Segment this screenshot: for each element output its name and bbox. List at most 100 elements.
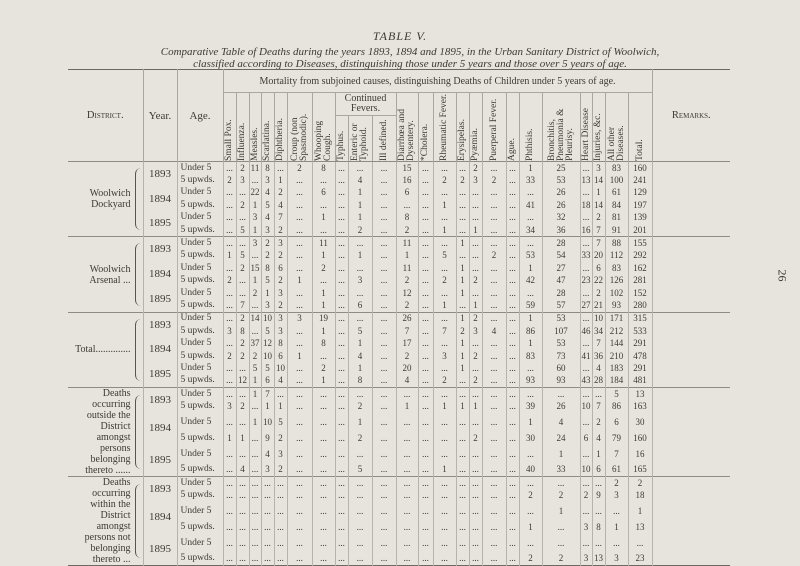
cell-cholera: ... xyxy=(417,262,433,275)
cell-influenza: 2 xyxy=(235,199,249,212)
cell-diphtheria: 5 xyxy=(273,412,287,433)
district-name: Woolwich Arsenal ... xyxy=(89,263,131,286)
cell-puerperal-fever: ... xyxy=(481,476,506,490)
cell-small-pox: ... xyxy=(222,262,236,275)
cell-measles: 3 xyxy=(248,211,261,224)
cell-croup: ... xyxy=(286,286,312,300)
cell-small-pox: 1 xyxy=(222,249,236,263)
cell-scarlatina: 3 xyxy=(260,299,274,313)
cell-scarlatina: 3 xyxy=(260,223,274,237)
age-cell: Under 5 xyxy=(176,262,223,275)
cell-puerperal-fever: ... xyxy=(481,262,506,275)
cell-rheumatic-fever: 7 xyxy=(432,325,456,338)
cell-puerperal-fever: ... xyxy=(481,501,506,522)
cell-pyaemia: ... xyxy=(468,211,482,224)
cell-croup: 3 xyxy=(286,311,312,326)
cell-measles: ... xyxy=(248,432,261,445)
cell-bronchitis: 53 xyxy=(541,337,580,350)
cell-whooping-cough: ... xyxy=(311,349,335,363)
cell-diarrhoea: 20 xyxy=(395,362,418,375)
cell-ague: ... xyxy=(505,211,519,224)
header-puerperal-fever: Puerperal Fever. xyxy=(481,92,506,162)
cell-bronchitis: 32 xyxy=(541,211,580,224)
age-cell: Under 5 xyxy=(176,387,223,401)
cell-heart-disease: 3 xyxy=(579,521,592,534)
cell-puerperal-fever: ... xyxy=(481,274,506,287)
age-cell: Under 5 xyxy=(176,444,223,464)
cell-whooping-cough: ... xyxy=(311,223,335,237)
district-name: Deaths occurring within the District amo… xyxy=(84,477,131,566)
cell-heart-disease: 6 xyxy=(579,432,592,445)
year-cell: 1895 xyxy=(142,211,177,237)
cell-pyaemia: ... xyxy=(468,362,482,375)
cell-cholera: ... xyxy=(417,349,433,363)
header-continued-fevers: Continued Fevers. xyxy=(334,92,396,116)
table-row: Total.............. 1893 Under 5... 2 14 10 3 3… xyxy=(68,311,730,388)
cell-erysipelas: ... xyxy=(455,444,469,464)
cell-bronchitis: 47 xyxy=(541,274,580,287)
cell-enteric: 6 xyxy=(347,299,372,313)
table-row: 5 upwds.... 7... 3 2... 1... 6... 2... 1... 1...… xyxy=(68,299,730,313)
cell-ague: ... xyxy=(505,521,519,534)
cell-heart-disease: ... xyxy=(579,362,592,375)
cell-rheumatic-fever: 3 xyxy=(432,349,456,363)
cell-erysipelas: ... xyxy=(455,186,469,200)
age-cell: Under 5 xyxy=(176,311,223,326)
cell-diarrhoea: 15 xyxy=(395,161,418,175)
cell-ague: ... xyxy=(505,186,519,200)
table-row: 5 upwds. 1 1... 9 2......... 2...............… xyxy=(68,432,730,445)
cell-injuries: 7 xyxy=(591,236,605,250)
cell-whooping-cough: 1 xyxy=(311,299,335,313)
cell-diarrhoea: 11 xyxy=(395,236,418,250)
cell-diphtheria: 2 xyxy=(273,186,287,200)
cell-bronchitis: 4 xyxy=(541,412,580,433)
age-cell: Under 5 xyxy=(176,211,223,224)
cell-all-other: ... xyxy=(604,533,628,553)
cell-small-pox: ... xyxy=(222,463,236,477)
cell-enteric: ... xyxy=(347,476,372,490)
cell-phthisis: 1 xyxy=(518,337,542,350)
cell-total: ... xyxy=(627,533,652,553)
cell-enteric: 1 xyxy=(347,362,372,375)
cell-total: 16 xyxy=(627,444,652,464)
header-heart-disease: Heart Disease xyxy=(579,92,592,162)
cell-heart-disease: 23 xyxy=(579,274,592,287)
cell-puerperal-fever: ... xyxy=(481,387,506,401)
cell-bronchitis: 26 xyxy=(541,186,580,200)
cell-rheumatic-fever: ... xyxy=(432,311,456,326)
cell-influenza: ... xyxy=(235,476,249,490)
cell-diphtheria: 3 xyxy=(273,311,287,326)
cell-influenza: ... xyxy=(235,362,249,375)
cell-bronchitis: ... xyxy=(541,521,580,534)
cell-bronchitis: 107 xyxy=(541,325,580,338)
header-croup: Croup (non Spasmodic). xyxy=(286,92,312,162)
cell-cholera: ... xyxy=(417,432,433,445)
cell-influenza: 2 xyxy=(235,161,249,175)
header-diarrhoea: Diarrhœa and Dysentery. xyxy=(395,92,418,162)
cell-heart-disease: ... xyxy=(579,412,592,433)
cell-typhus: ... xyxy=(334,387,348,401)
cell-ague: ... xyxy=(505,412,519,433)
cell-enteric: 1 xyxy=(347,211,372,224)
cell-rheumatic-fever: 5 xyxy=(432,249,456,263)
header-mortality: Mortality from subjoined causes, disting… xyxy=(222,69,652,93)
year-cell: 1893 xyxy=(142,311,177,338)
age-cell: 5 upwds. xyxy=(176,349,223,363)
cell-phthisis: 33 xyxy=(518,174,542,187)
header-scarlatina: Scarlatina. xyxy=(260,92,274,162)
cell-phthisis: ... xyxy=(518,444,542,464)
cell-bronchitis: 24 xyxy=(541,432,580,445)
table-row: 1895 Under 5...... 2 1 3... 1......... 12.....… xyxy=(68,286,730,313)
cell-heart-disease: ... xyxy=(579,236,592,250)
cell-small-pox: 2 xyxy=(222,174,236,187)
cell-scarlatina: ... xyxy=(260,533,274,553)
cell-whooping-cough: 1 xyxy=(311,249,335,263)
cell-puerperal-fever: ... xyxy=(481,161,506,175)
cell-ague: ... xyxy=(505,533,519,553)
cell-erysipelas: ... xyxy=(455,476,469,490)
cell-ill-defined: ... xyxy=(371,374,396,388)
cell-rheumatic-fever: ... xyxy=(432,362,456,375)
cell-heart-disease: 33 xyxy=(579,249,592,263)
header-phthisis: Phthisis. xyxy=(518,92,542,162)
cell-diphtheria: 2 xyxy=(273,223,287,237)
